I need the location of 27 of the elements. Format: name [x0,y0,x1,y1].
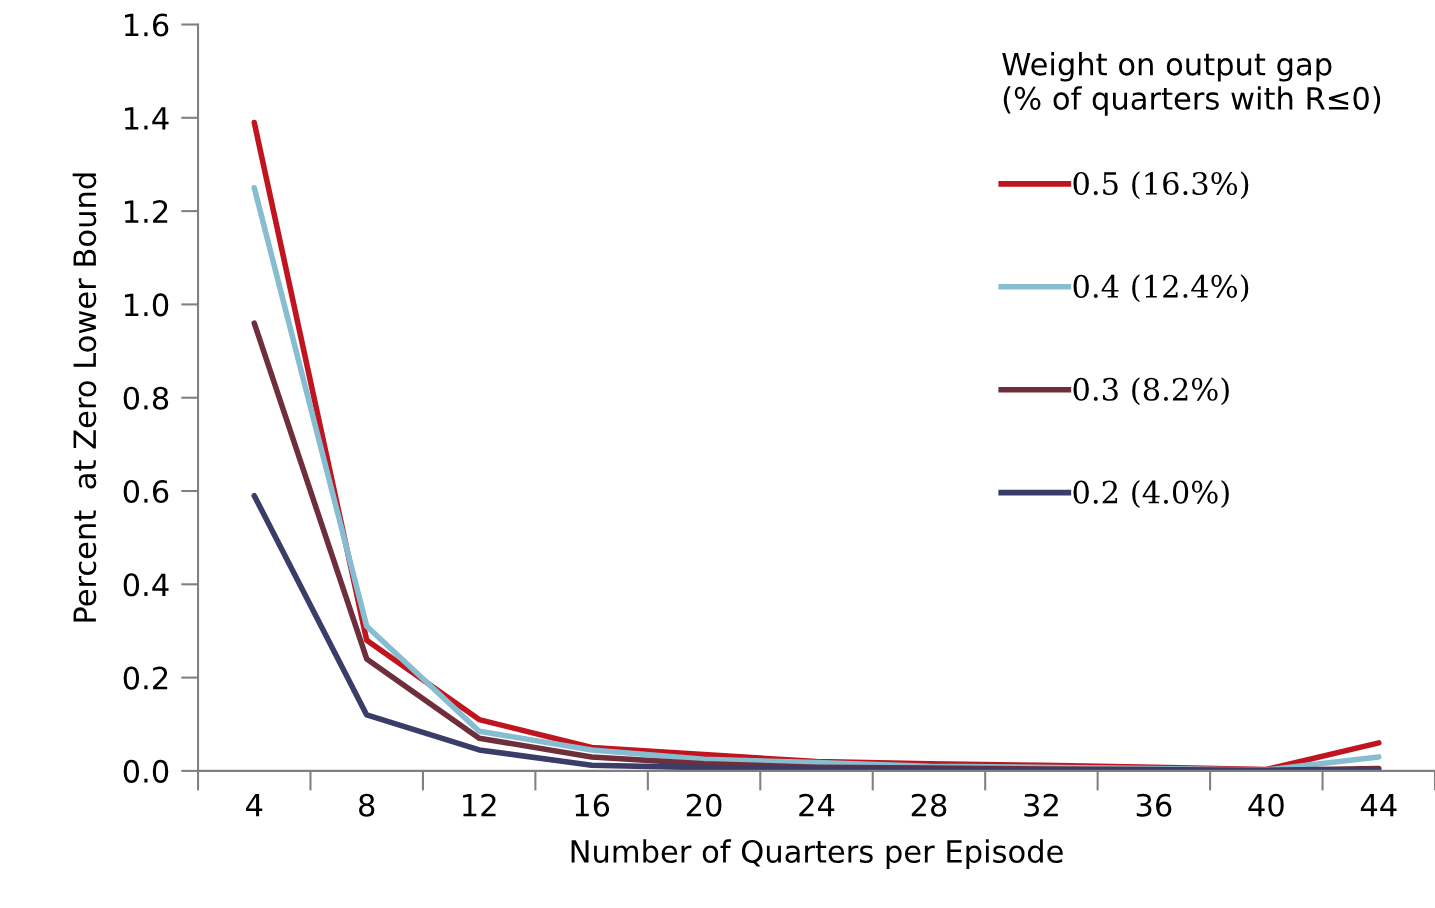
y-axis-title: Percent at Zero Lower Bound [72,173,97,622]
y-tick-label: 0.0 [123,759,169,783]
legend-label: 0.4 (12.4%) [1073,274,1249,303]
x-tick-label: 36 [1136,793,1172,817]
x-tick-label: 44 [1360,794,1397,817]
y-tick-label: 0.6 [123,479,169,504]
x-tick-label: 28 [911,793,947,817]
y-tick-label: 1.6 [125,13,169,37]
legend-label: 0.5 (16.3%) [1073,171,1249,200]
x-tick-label: 40 [1248,793,1284,817]
y-tick-label: 1.4 [125,107,169,130]
x-tick-label: 12 [463,793,496,817]
y-tick-label: 0.2 [123,666,168,690]
y-tick-label: 0.8 [123,386,169,410]
x-tick-label: 20 [686,793,722,817]
legend-title: Weight on output gap (% of quarters with R≤0) [1002,52,1381,116]
x-tick-label: 16 [575,793,610,817]
x-tick-label: 24 [799,793,835,817]
y-tick-label: 0.4 [123,573,169,597]
x-tick-label: 8 [359,793,375,817]
y-tick-label: 1.2 [125,200,168,223]
x-axis-title: Number of Quarters per Episode [571,839,1063,869]
x-tick-label: 4 [246,794,263,817]
y-tick-label: 1.0 [125,293,169,317]
legend-label: 0.3 (8.2%) [1073,377,1229,406]
legend-label: 0.2 (4.0%) [1073,480,1229,509]
x-tick-label: 32 [1024,793,1058,817]
